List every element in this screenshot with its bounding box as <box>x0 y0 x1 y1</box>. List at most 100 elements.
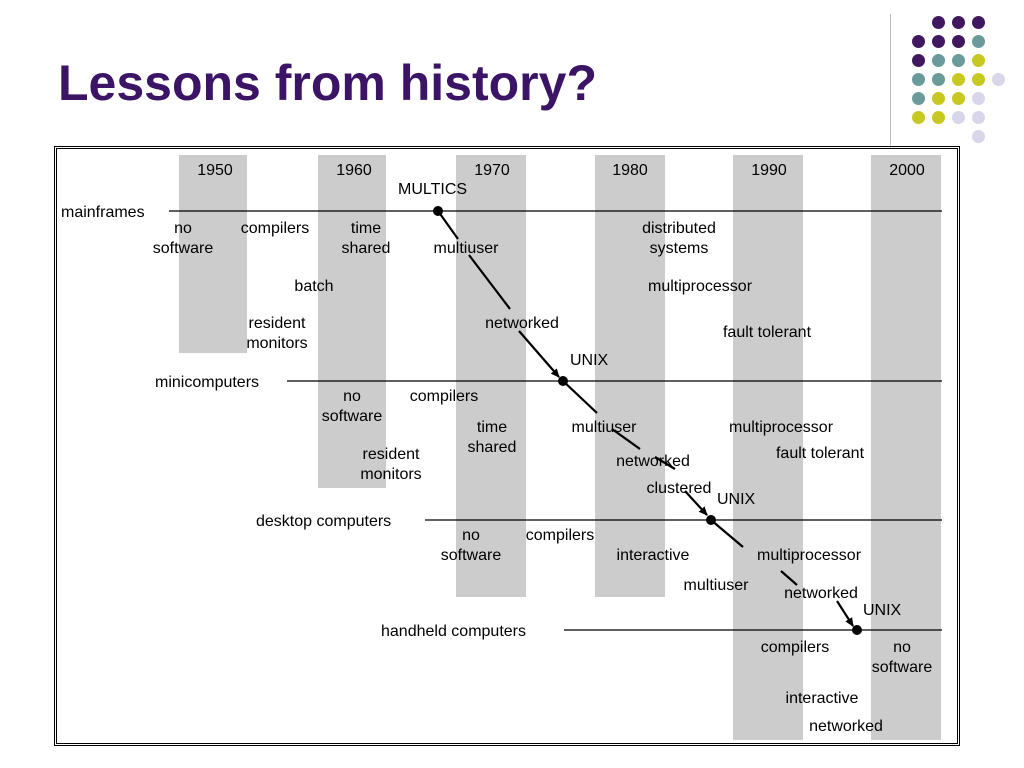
annotation-interactive: interactive <box>617 547 690 564</box>
decade-labels: 1950 1960 1970 1980 1990 2000 <box>197 162 925 179</box>
annotation-networked: networked <box>784 585 858 602</box>
annotation-multiprocessor: multiprocessor <box>757 547 862 564</box>
decade-band-1990 <box>733 155 803 740</box>
annotation-compilers: compilers <box>241 220 309 237</box>
mainframe-annotations: no software compilers time shared multiuse… <box>153 220 812 352</box>
os-history-diagram: 1950 1960 1970 1980 1990 2000 mainframes… <box>54 146 960 746</box>
decorative-dot <box>992 73 1005 86</box>
slide-title: Lessons from history? <box>58 55 597 111</box>
arrow-segment-mainframe-3 <box>518 330 560 378</box>
milestone-dot-multics <box>433 206 443 216</box>
annotation-fault-tolerant: fault tolerant <box>723 324 812 341</box>
decorative-dot <box>932 54 945 67</box>
decade-band-1980 <box>595 155 665 597</box>
annotation-time-shared: time shared <box>342 220 391 257</box>
milestone-dot-unix-handheld <box>852 625 862 635</box>
decorative-dot <box>952 54 965 67</box>
decade-band-2000 <box>871 155 941 740</box>
milestone-label-unix-mini: UNIX <box>570 352 609 369</box>
annotation-multiuser: multiuser <box>572 419 638 436</box>
decade-label-1970: 1970 <box>474 162 510 179</box>
annotation-compilers: compilers <box>410 388 478 405</box>
arrow-segment-mini-3 <box>654 456 676 470</box>
decade-label-1950: 1950 <box>197 162 233 179</box>
decorative-dot <box>972 111 985 124</box>
decade-label-1960: 1960 <box>336 162 372 179</box>
decade-label-1990: 1990 <box>751 162 787 179</box>
arrow-segment-mini-1 <box>562 380 598 414</box>
decorative-dot <box>972 92 985 105</box>
annotation-no-software: no software <box>322 388 383 425</box>
decorative-dot <box>972 35 985 48</box>
annotation-no-software: no software <box>441 527 502 564</box>
milestone-label-unix-desktop: UNIX <box>717 491 756 508</box>
annotation-networked: networked <box>809 718 883 735</box>
migration-arrows <box>437 210 854 627</box>
arrow-segment-mainframe-1 <box>437 210 459 240</box>
decade-label-2000: 2000 <box>889 162 925 179</box>
annotation-fault-tolerant: fault tolerant <box>776 445 865 462</box>
decorative-dot <box>932 92 945 105</box>
decorative-dot <box>932 111 945 124</box>
milestone-labels: MULTICS UNIX UNIX UNIX <box>398 181 902 619</box>
milestone-dot-unix-mini <box>558 376 568 386</box>
milestone-label-unix-handheld: UNIX <box>863 602 902 619</box>
annotation-compilers: compilers <box>761 639 829 656</box>
annotation-clustered: clustered <box>647 480 712 497</box>
decorative-dot <box>972 73 985 86</box>
decorative-dot <box>952 92 965 105</box>
decade-band-1960 <box>318 155 386 488</box>
annotation-no-software: no software <box>872 639 933 676</box>
tier-lines <box>169 210 942 631</box>
decorative-dot <box>952 111 965 124</box>
annotation-compilers: compilers <box>526 527 594 544</box>
tier-label-handheld: handheld computers <box>381 623 526 640</box>
arrow-segment-mainframe-2 <box>468 254 511 310</box>
annotation-time-shared: time shared <box>468 419 517 456</box>
decorative-dot <box>972 16 985 29</box>
arrow-segment-desktop-3 <box>836 600 854 627</box>
handheld-annotations: compilers no software interactive network… <box>761 639 933 735</box>
decorative-dot <box>912 73 925 86</box>
annotation-batch: batch <box>294 278 333 295</box>
decorative-dot <box>952 73 965 86</box>
annotation-interactive: interactive <box>786 690 859 707</box>
decorative-dot <box>912 35 925 48</box>
annotation-networked: networked <box>616 453 690 470</box>
arrow-segment-mini-4 <box>684 490 708 516</box>
arrow-segment-mini-2 <box>611 428 641 450</box>
decade-band-1950 <box>179 155 247 353</box>
tier-label-desktop: desktop computers <box>256 513 391 530</box>
annotation-multiprocessor: multiprocessor <box>729 419 834 436</box>
decorative-dot <box>932 35 945 48</box>
annotation-resident-monitors: resident monitors <box>360 446 421 483</box>
decorative-dot <box>912 54 925 67</box>
decade-label-1980: 1980 <box>612 162 648 179</box>
annotation-distributed-systems: distributed systems <box>642 220 716 257</box>
decorative-dot <box>972 54 985 67</box>
decorative-dot <box>952 16 965 29</box>
annotation-no-software: no software <box>153 220 214 257</box>
annotation-multiprocessor: multiprocessor <box>648 278 753 295</box>
milestone-label-multics: MULTICS <box>398 181 467 198</box>
decorative-dot <box>972 130 985 143</box>
annotation-multiuser: multiuser <box>434 240 500 257</box>
annotation-resident-monitors: resident monitors <box>246 315 307 352</box>
title-divider-line <box>890 14 891 148</box>
decade-band-1970 <box>456 155 526 597</box>
annotation-multiuser: multiuser <box>684 577 750 594</box>
milestone-dot-unix-desktop <box>706 515 716 525</box>
decorative-dot <box>932 73 945 86</box>
decorative-dot <box>912 92 925 105</box>
milestone-points <box>433 206 862 635</box>
tier-labels: mainframes minicomputers desktop compute… <box>61 204 526 640</box>
annotation-networked: networked <box>485 315 559 332</box>
desktop-annotations: no software compilers interactive multipr… <box>441 527 862 602</box>
tier-label-minicomputers: minicomputers <box>155 374 259 391</box>
decorative-dot <box>932 16 945 29</box>
minicomputer-annotations: no software compilers time shared multiuse… <box>322 388 865 497</box>
decorative-dot <box>912 111 925 124</box>
tier-label-mainframes: mainframes <box>61 204 145 221</box>
decorative-dot <box>952 35 965 48</box>
arrow-segment-desktop-2 <box>780 570 798 586</box>
